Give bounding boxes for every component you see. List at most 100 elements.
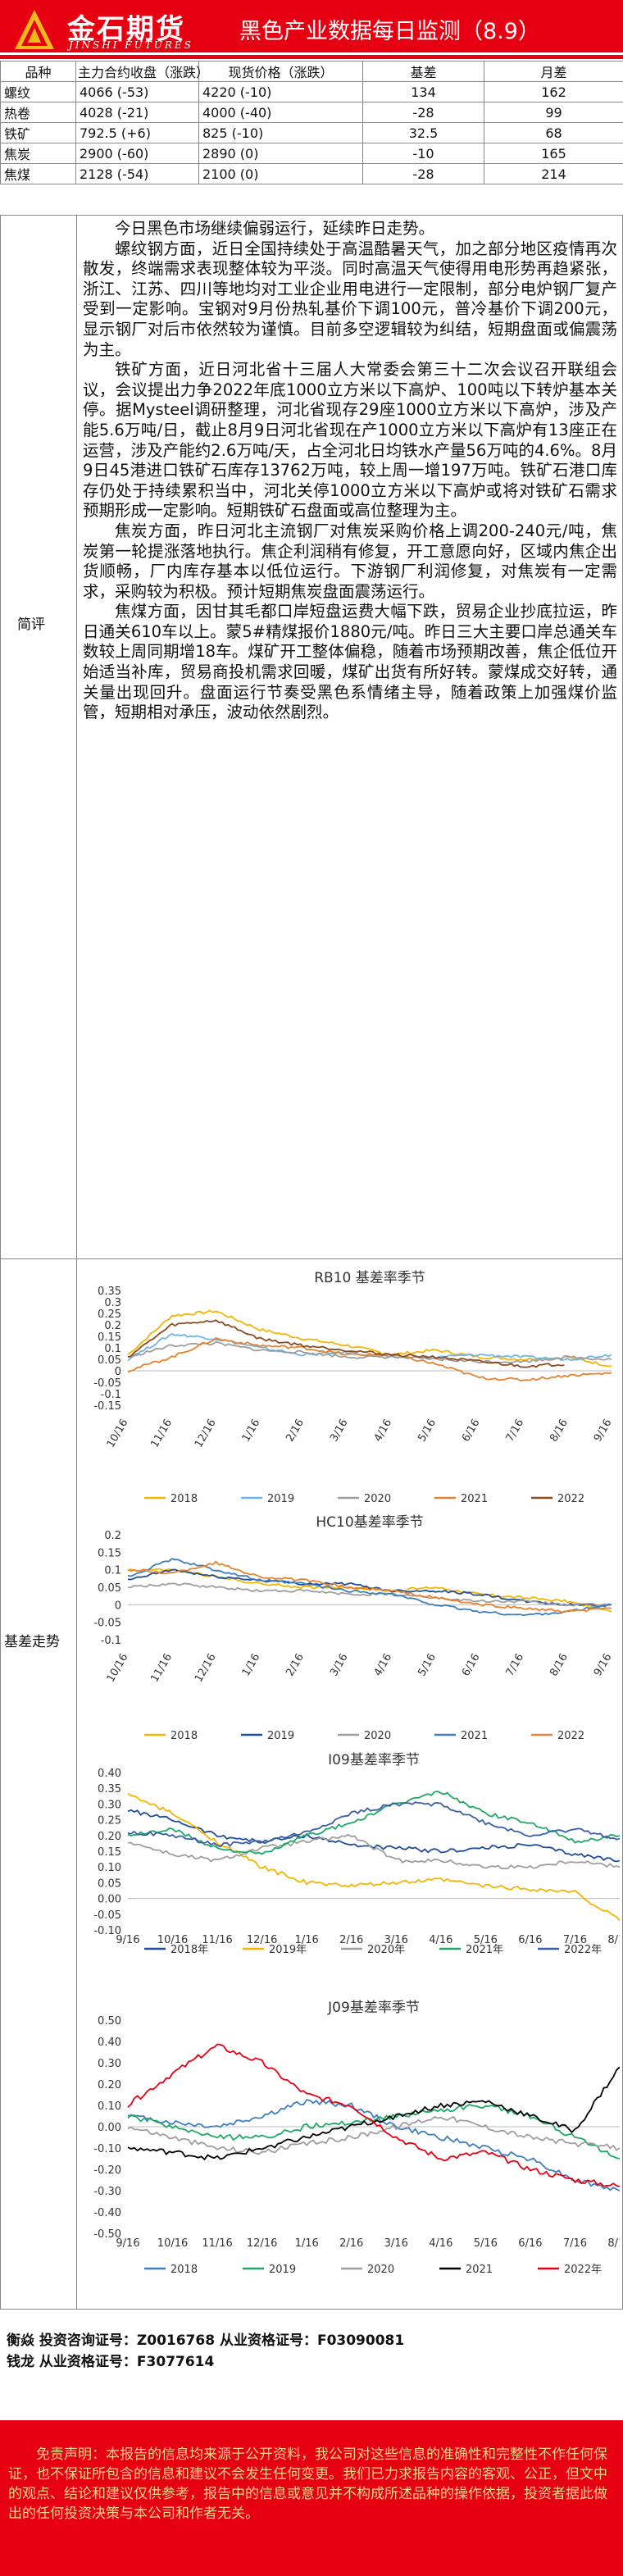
y-tick-label: -0.30: [93, 2186, 121, 2198]
x-tick-label: 6/16: [518, 1934, 542, 1946]
x-tick-label: 5/16: [416, 1652, 439, 1679]
x-tick-label: 10/16: [157, 2237, 188, 2250]
y-tick-label: 0.10: [98, 1862, 121, 1874]
summary-paragraph: 今日黑色市场继续偏弱运行，延续昨日走势。: [115, 219, 435, 238]
analyst-line-1: 衡焱 投资咨询证号：Z0016768 从业资格证号：F03090081: [7, 2333, 405, 2349]
series-line-2019: [127, 2104, 620, 2160]
series-line-2022年: [127, 2043, 620, 2187]
x-tick-label: 8/16: [607, 2237, 620, 2250]
table-row: 热卷 4028 (-21) 4000 (-40) -28 99: [0, 102, 623, 123]
x-tick-label: 9/16: [116, 1934, 139, 1946]
logo-mark-icon: [15, 10, 54, 49]
y-tick-label: 0: [115, 1366, 121, 1378]
price-table: 品种 主力合约收盘（涨跌） 现货价格（涨跌） 基差 月差 螺纹 4066 (-5…: [0, 61, 623, 184]
table-row: 螺纹 4066 (-53) 4220 (-10) 134 162: [0, 81, 623, 102]
row-futures: 4028 (-21): [75, 102, 199, 123]
y-tick-label: 0: [115, 1600, 121, 1612]
x-tick-label: 8/16: [607, 1934, 620, 1946]
x-tick-label: 4/16: [372, 1418, 395, 1445]
basis-charts-canvas: RB10 基差率季节0.350.30.250.20.150.10.050-0.0…: [93, 1270, 620, 2276]
x-tick-label: 9/16: [592, 1652, 615, 1679]
legend-label: 2020: [364, 1493, 391, 1505]
column-header-variety: 品种: [0, 61, 76, 82]
series-line-2018: [127, 1309, 612, 1368]
x-tick-label: 11/16: [148, 1652, 175, 1685]
disclaimer-text: 免责声明：本报告的信息均来源于公开资料，我公司对这些信息的准确性和完整性不作任何…: [8, 2446, 607, 2522]
series-line-2019年: [127, 1792, 620, 1922]
x-tick-label: 5/16: [474, 1934, 498, 1946]
x-tick-label: 3/16: [328, 1652, 351, 1679]
y-tick-label: 0.05: [98, 1877, 121, 1890]
x-tick-label: 12/16: [247, 2237, 277, 2250]
y-tick-label: -0.05: [93, 1377, 121, 1390]
row-basis: -28: [362, 163, 484, 184]
x-tick-label: 10/16: [157, 1934, 188, 1946]
series-line-2020: [127, 1582, 612, 1607]
x-tick-label: 2/16: [339, 2237, 363, 2250]
series-line-2020年: [127, 1833, 620, 1870]
x-tick-label: 1/16: [295, 1934, 319, 1946]
summary-paragraph: 焦炭方面，昨日河北主流钢厂对焦炭采购价格上调200-240元/吨，焦炭第一轮提涨…: [83, 521, 617, 601]
row-variety: 螺纹: [0, 81, 76, 102]
chart-title: I09基差率季节: [328, 1752, 420, 1768]
series-line-2022年: [127, 1801, 620, 1848]
y-tick-label: 0.30: [98, 1799, 121, 1811]
charts-label: 基差走势: [4, 1634, 60, 1650]
x-tick-label: 5/16: [474, 2237, 498, 2250]
y-tick-label: -0.10: [93, 1925, 121, 1937]
x-tick-label: 12/16: [247, 1934, 277, 1946]
logo-text-cn: 金石期货: [67, 13, 185, 46]
summary-paragraph: 螺纹钢方面，近日全国持续处于高温酷暑天气，加之部分地区疫情再次散发，终端需求表现…: [83, 239, 617, 359]
x-tick-label: 8/16: [548, 1418, 571, 1445]
series-line-2018: [127, 2099, 620, 2191]
row-basis: 134: [362, 81, 484, 102]
column-header-futures: 主力合约收盘（涨跌）: [75, 61, 209, 82]
legend-label: 2021: [466, 2264, 493, 2276]
row-spread: 165: [484, 143, 623, 164]
summary-label: 简评: [17, 617, 45, 633]
series-line-2020: [127, 1340, 612, 1364]
legend-label: 2021年: [466, 1944, 503, 1956]
table-row: 铁矿 792.5 (+6) 825 (-10) 32.5 68: [0, 122, 623, 143]
row-basis: 32.5: [362, 122, 484, 143]
x-tick-label: 8/16: [548, 1652, 571, 1679]
x-tick-label: 7/16: [504, 1418, 527, 1445]
row-basis: -10: [362, 143, 484, 164]
y-tick-label: 0.25: [98, 1815, 121, 1827]
y-tick-label: 0.15: [98, 1547, 121, 1559]
y-tick-label: -0.15: [93, 1400, 121, 1413]
charts-label-cell: 基差走势: [1, 1258, 77, 2309]
analyst-contacts: 衡焱 投资咨询证号：Z0016768 从业资格证号：F03090081 钱龙 从…: [7, 2330, 404, 2373]
x-tick-label: 3/16: [384, 2237, 408, 2250]
x-tick-label: 3/16: [384, 1934, 408, 1946]
y-tick-label: 0.25: [98, 1308, 121, 1321]
x-tick-label: 4/16: [429, 2237, 452, 2250]
y-tick-label: 0.1: [104, 1565, 121, 1577]
x-tick-label: 7/16: [563, 1934, 587, 1946]
y-tick-label: -0.10: [93, 2143, 121, 2155]
x-tick-label: 6/16: [460, 1652, 483, 1679]
legend-label: 2018: [171, 2264, 198, 2276]
y-tick-label: 0.40: [98, 1768, 121, 1780]
legend-label: 2018: [171, 1493, 198, 1505]
legend-label: 2018: [171, 1730, 198, 1742]
legend-label: 2020: [367, 2264, 394, 2276]
y-tick-label: -0.20: [93, 2164, 121, 2177]
x-tick-label: 11/16: [202, 2237, 232, 2250]
row-spot: 4000 (-40): [198, 102, 363, 123]
row-variety: 铁矿: [0, 122, 76, 143]
legend-label: 2022: [557, 1730, 584, 1742]
x-tick-label: 7/16: [504, 1652, 527, 1679]
series-line-2019: [127, 1332, 612, 1362]
y-tick-label: 0.35: [98, 1286, 121, 1298]
legend-label: 2019: [267, 1493, 294, 1505]
chart-title: RB10 基差率季节: [314, 1270, 425, 1286]
row-futures: 792.5 (+6): [75, 122, 199, 143]
disclaimer-banner: 免责声明：本报告的信息均来源于公开资料，我公司对这些信息的准确性和完整性不作任何…: [0, 2420, 623, 2576]
y-tick-label: 0.3: [104, 1297, 121, 1309]
row-basis: -28: [362, 102, 484, 123]
column-header-basis: 基差: [362, 61, 484, 82]
legend-label: 2018年: [171, 1944, 208, 1956]
report-title: 黑色产业数据每日监测（8.9）: [239, 19, 540, 44]
chart-title: J09基差率季节: [327, 2000, 420, 2016]
